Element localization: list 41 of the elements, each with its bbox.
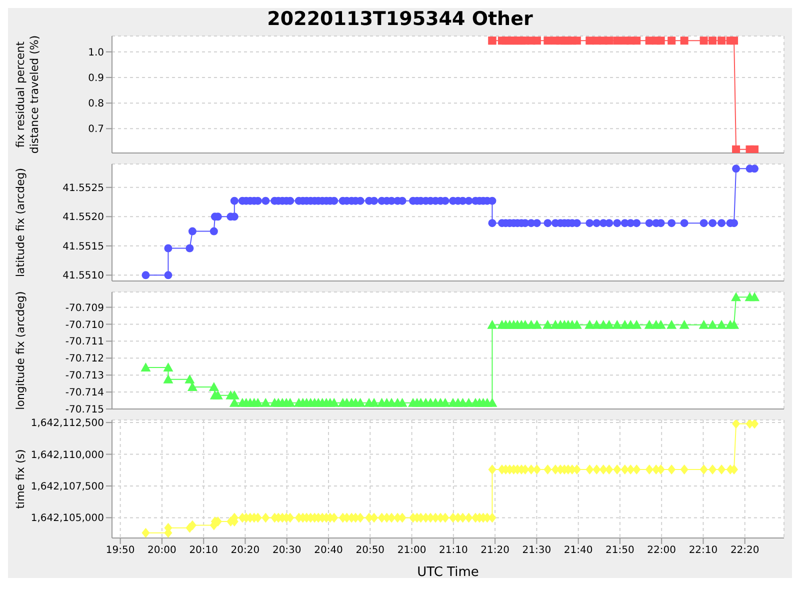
y-axis-title: latitude fix (arcdeg)	[14, 168, 27, 278]
y-tick-label: -70.713	[65, 370, 104, 382]
x-tick-label: 22:00	[647, 545, 676, 556]
x-tick-label: 20:40	[314, 545, 343, 556]
y-tick-label: 1,642,110,000	[30, 450, 104, 461]
x-tick-label: 20:50	[356, 545, 385, 556]
x-axis-title: UTC Time	[417, 565, 479, 580]
y-tick-label: -70.709	[65, 302, 104, 314]
x-tick-label: 20:10	[189, 545, 218, 556]
x-tick-label: 19:50	[106, 545, 135, 556]
x-tick-label: 21:50	[606, 545, 634, 556]
y-axis-title: time fix (s)	[14, 449, 27, 509]
y-tick-label: -70.710	[65, 320, 104, 331]
y-tick-label: -70.711	[65, 336, 104, 348]
x-tick-label: 20:20	[230, 545, 260, 556]
y-tick-label: 0.8	[88, 98, 104, 110]
chart-title: 20220113T195344 Other	[266, 8, 534, 32]
y-tick-label: 1.0	[88, 47, 104, 58]
x-tick-label: 21:00	[397, 545, 426, 556]
y-tick-label: 1,642,112,500	[30, 418, 104, 430]
x-tick-label: 21:30	[522, 545, 552, 556]
y-axis-title: longitude fix (arcdeg)	[14, 291, 27, 410]
y-tick-label: 41.5515	[62, 241, 104, 252]
x-tick-label: 22:20	[730, 545, 760, 556]
y-tick-label: 41.5525	[62, 182, 104, 194]
x-tick-label: 20:30	[272, 545, 302, 556]
y-tick-label: 1,642,105,000	[30, 513, 104, 524]
x-tick-label: 21:40	[564, 545, 593, 556]
x-tick-label: 20:00	[148, 545, 176, 556]
y-tick-label: 0.9	[88, 73, 104, 84]
y-tick-label: 1,642,107,500	[30, 482, 104, 493]
y-tick-label: -70.712	[65, 354, 104, 365]
y-tick-label: 41.5520	[62, 212, 104, 224]
x-tick-label: 21:10	[439, 545, 468, 556]
y-tick-label: 0.7	[88, 124, 104, 136]
y-tick-label: 41.5510	[62, 270, 104, 282]
y-tick-label: -70.715	[65, 404, 104, 416]
y-tick-label: -70.714	[65, 388, 104, 399]
y-axis-title: fix residual percent distance traveled (%)	[14, 35, 41, 154]
x-tick-label: 22:10	[688, 545, 718, 556]
x-tick-label: 21:20	[480, 545, 510, 556]
